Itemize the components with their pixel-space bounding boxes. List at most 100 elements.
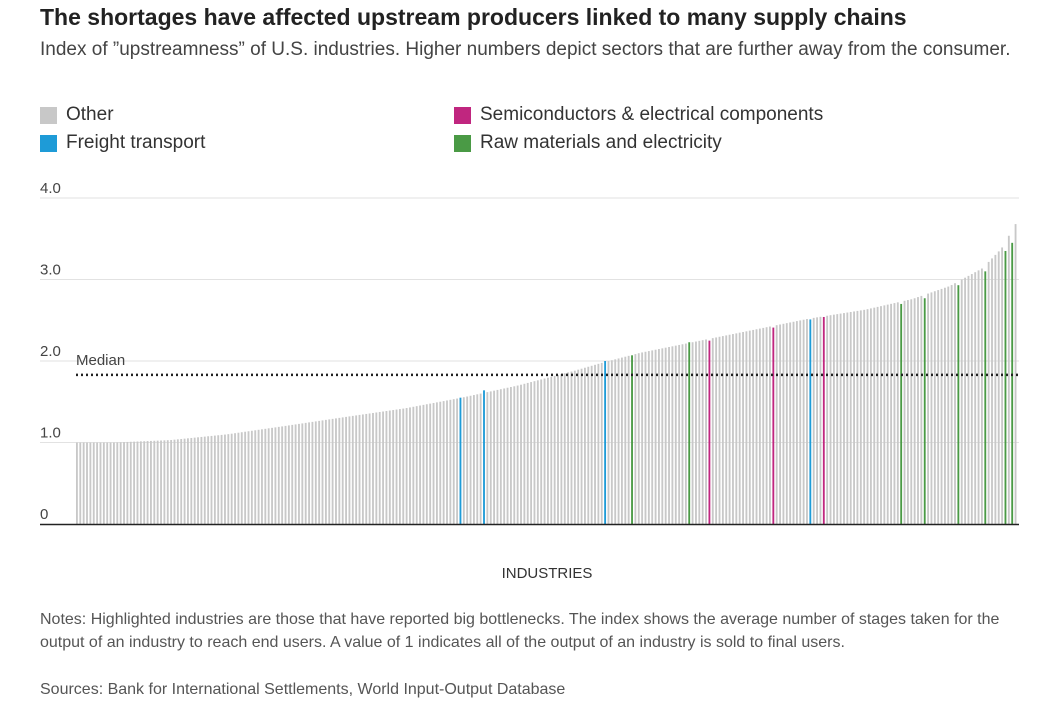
bar [274,427,277,524]
bar [113,442,115,524]
bar [503,388,506,524]
bar [220,434,223,524]
bar [156,440,159,524]
bar [584,367,586,524]
bar [277,426,280,524]
bar [819,316,822,524]
bar [533,381,536,524]
bar [509,387,512,524]
bar [213,435,216,524]
bar [250,430,253,524]
bar [395,409,398,524]
bar [237,432,240,524]
bar [496,389,499,524]
bar [244,431,247,524]
bar [641,352,644,524]
bar [927,293,930,524]
bar [573,370,576,524]
legend-item-freight: Freight transport [40,132,205,154]
y-tick-label: 4.0 [40,180,61,197]
bar [86,442,88,524]
legend-item-other: Other [40,104,114,126]
bar [493,390,496,524]
bar [695,341,697,524]
y-axis-tick-labels: 0 1.0 2.0 3.0 4.0 [40,180,61,523]
chart-title: The shortages have affected upstream pro… [40,4,907,30]
bar-highlighted [1011,242,1014,524]
bar [318,420,321,524]
bar [351,415,354,524]
bar [843,313,845,524]
bar [715,337,718,524]
bar [1001,247,1004,524]
bar [658,349,660,524]
bar [99,442,102,524]
bar [506,387,509,524]
bar [644,351,647,524]
bar [523,383,526,524]
bar [298,423,300,524]
bar [284,425,287,524]
bar [96,442,99,524]
bar [705,339,707,524]
bar [594,364,596,524]
bar [634,354,637,524]
bar [247,431,250,524]
bar [324,419,327,524]
bar [735,333,738,524]
bar [943,287,946,524]
bar [876,306,879,524]
bar [732,334,734,524]
bar [335,418,337,524]
bar [267,428,270,524]
bar [472,395,475,524]
bar [89,442,92,524]
bar [203,436,206,524]
bar [890,303,893,524]
bar [139,441,142,524]
bar [789,322,792,524]
bar [422,404,425,524]
bar [301,423,304,524]
bar [557,375,559,524]
bar [375,412,378,524]
bar [153,440,156,524]
bar [348,416,351,524]
bar [967,275,970,524]
bar [543,378,546,524]
bar [308,422,310,524]
bar [106,442,109,524]
bar [345,416,347,524]
bar [792,321,795,524]
bar [338,417,341,524]
bar [987,261,990,524]
bar [920,295,923,524]
median-label: Median [76,352,125,369]
bar [829,315,832,524]
bar [691,342,694,524]
bar [893,303,896,524]
bar-highlighted [772,327,775,524]
bar [728,334,731,524]
bar [745,331,748,524]
bar [866,309,869,524]
bar [698,340,701,524]
bar [136,441,139,524]
bar [755,329,758,524]
bar [678,344,681,524]
bar [150,440,152,524]
bar [674,345,677,524]
bar [536,380,539,524]
bar [187,438,189,524]
bar [361,414,364,524]
bar [129,441,132,524]
bar [79,442,82,524]
bar [499,389,502,524]
bar [526,382,529,524]
bar [388,410,391,524]
bar-highlighted [483,390,485,524]
bar [385,411,388,524]
bar [742,331,744,524]
bar [940,288,943,524]
bar [230,433,233,524]
